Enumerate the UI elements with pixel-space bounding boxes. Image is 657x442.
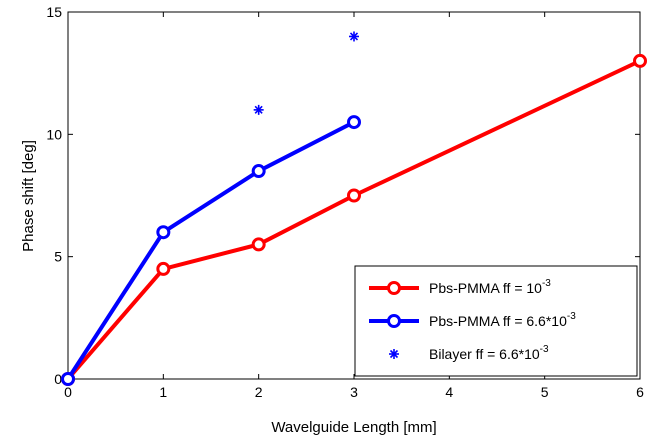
x-tick-label: 1 [159,384,167,400]
data-point [156,261,171,276]
x-tick-label: 0 [64,384,72,400]
y-tick-label: 5 [54,249,62,265]
legend-label: Bilayer ff = 6.6*10-3 [429,344,549,362]
data-point [349,31,359,42]
data-point [251,164,266,179]
legend-marker [387,314,401,328]
legend-item-0: Pbs-PMMA ff = 10-3 [369,278,551,296]
legend-marker [387,281,401,295]
series-layer [61,31,647,386]
legend: Pbs-PMMA ff = 10-3 Pbs-PMMA ff = 6.6*10-3… [354,265,638,377]
legend-item-1: Pbs-PMMA ff = 6.6*10-3 [369,311,576,329]
data-point [156,225,171,240]
x-tick-label: 6 [636,384,644,400]
series-0 [61,53,647,386]
legend-label: Pbs-PMMA ff = 10-3 [429,278,551,296]
x-tick-label: 4 [445,384,453,400]
y-axis-label: Phase shift [deg] [20,140,37,252]
data-point [251,237,266,252]
series-2 [253,31,359,115]
legend-label: Pbs-PMMA ff = 6.6*10-3 [429,311,576,329]
x-tick-label: 2 [255,384,263,400]
series-line [66,120,355,381]
x-tick-label: 3 [350,384,358,400]
legend-marker [389,349,399,359]
y-tick-label: 15 [46,4,62,20]
data-point [347,188,361,203]
data-point [253,104,264,115]
y-tick-label: 0 [54,371,62,387]
series-1 [61,115,361,386]
data-point [61,372,75,386]
x-axis-label: Wavelguide Length [mm] [271,419,436,436]
axis-ticks: 0 1 2 3 4 5 6 0 5 10 15 [46,4,644,400]
x-tick-label: 5 [541,384,549,400]
data-point [633,53,647,68]
y-tick-label: 10 [46,126,62,142]
data-point [347,115,361,130]
legend-item-2: Bilayer ff = 6.6*10-3 [389,344,549,362]
